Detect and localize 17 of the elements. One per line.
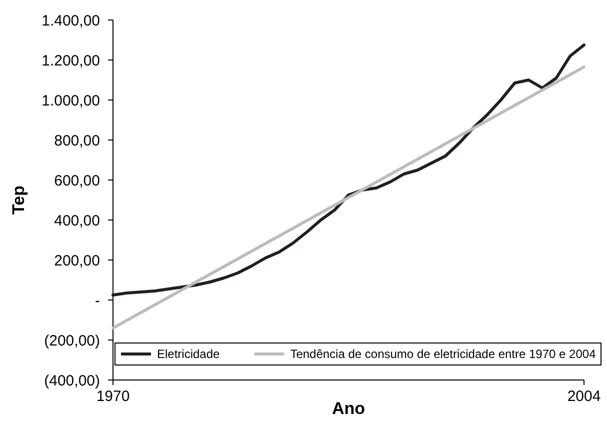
y-axis-title: Tep — [9, 186, 28, 214]
y-tick-label: (400,00) — [44, 372, 100, 390]
y-tick-label: 1.000,00 — [42, 92, 100, 110]
x-tick-label: 2004 — [567, 388, 601, 405]
y-tick-label: 1.400,00 — [42, 12, 100, 30]
legend-label: Eletricidade — [157, 347, 220, 362]
legend-label: Tendência de consumo de eletricidade entre 1970 e 2004 — [290, 347, 596, 362]
x-axis-title: Ano — [332, 399, 366, 418]
y-tick-label: - — [95, 292, 100, 310]
y-tick-label: 800,00 — [54, 132, 100, 150]
y-tick-label: (200,00) — [44, 332, 100, 350]
line-series — [112, 44, 586, 296]
x-tick-label: 1970 — [96, 388, 130, 405]
y-tick-label: 200,00 — [54, 252, 100, 270]
y-tick-label: 600,00 — [54, 172, 100, 190]
y-tick-label: 1.200,00 — [42, 52, 100, 70]
y-tick-label: 400,00 — [54, 212, 100, 230]
